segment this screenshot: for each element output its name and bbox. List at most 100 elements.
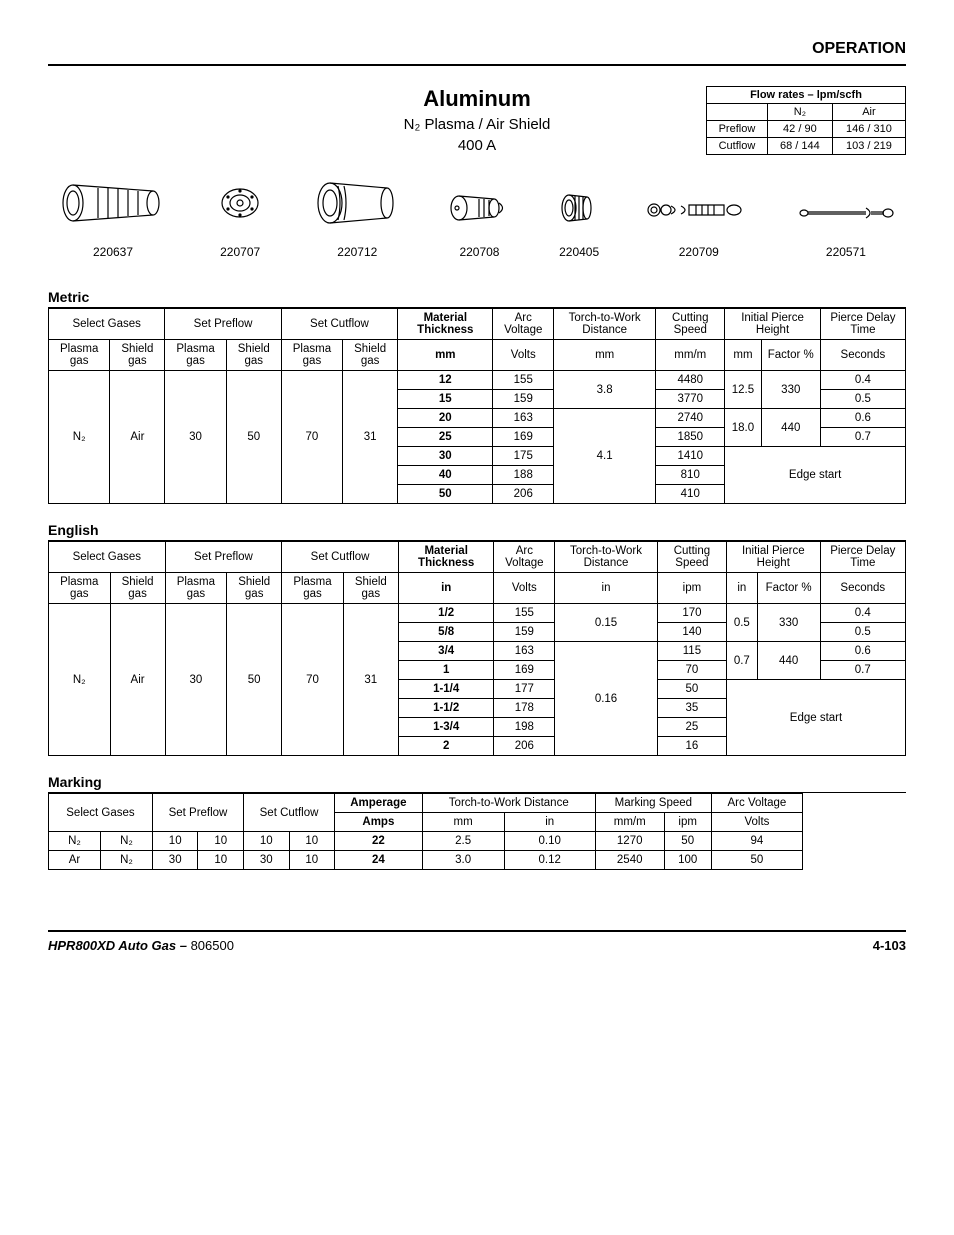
hdr2: Plasma gas [49, 573, 111, 604]
cell: 1270 [595, 832, 664, 851]
operation-header: OPERATION [48, 40, 906, 66]
cell: 50 [657, 680, 726, 699]
cell-shield: Air [110, 371, 165, 504]
cell: 0.7 [820, 661, 905, 680]
part-220709: 220709 [644, 188, 754, 259]
cell: 0.15 [555, 604, 658, 642]
cell: 0.16 [555, 642, 658, 756]
cell: 178 [494, 699, 555, 718]
cell: 330 [761, 371, 820, 409]
cell: 30 [244, 851, 290, 870]
hdr: Select Gases [49, 794, 153, 832]
cell: 100 [664, 851, 711, 870]
hdr: Set Preflow [152, 794, 243, 832]
hdr: Pierce Delay Time [820, 542, 905, 573]
cell: 188 [493, 466, 554, 485]
cell: 3.0 [422, 851, 504, 870]
material-title: Aluminum [248, 86, 706, 112]
flow-col-air: Air [832, 104, 905, 121]
electrode-icon [644, 188, 754, 233]
cell-thk: 1-3/4 [398, 718, 494, 737]
hdr2: Plasma gas [49, 340, 110, 371]
flow-preflow-air: 146 / 310 [832, 121, 905, 138]
cell: 30 [152, 851, 198, 870]
cell: 10 [198, 832, 244, 851]
hdr-arc-voltage: Arc Voltage [493, 309, 554, 340]
cell: N₂ [100, 851, 152, 870]
cell: 0.5 [820, 390, 905, 409]
flow-rates-title: Flow rates – lpm/scfh [707, 87, 906, 104]
hdr2: Plasma gas [281, 340, 342, 371]
cell: 0.12 [504, 851, 595, 870]
cell: 206 [494, 737, 555, 756]
cell: 3.8 [554, 371, 656, 409]
cell: 159 [493, 390, 554, 409]
hdr-select-gases: Select Gases [49, 309, 165, 340]
cell: 94 [711, 832, 802, 851]
cell-thk: 1/2 [398, 604, 494, 623]
marking-table: Select Gases Set Preflow Set Cutflow Amp… [48, 793, 803, 870]
cell: 10 [289, 851, 335, 870]
hdr-delay: Pierce Delay Time [820, 309, 905, 340]
cell-thk: 12 [398, 371, 493, 390]
hdr: Torch-to-Work Distance [555, 542, 658, 573]
hdr2: Plasma gas [165, 573, 227, 604]
cell-thk: 15 [398, 390, 493, 409]
part-220707: 220707 [210, 173, 270, 259]
cell-thk: 25 [398, 428, 493, 447]
hdr2: Shield gas [227, 573, 282, 604]
cell: 169 [493, 428, 554, 447]
english-title: English [48, 522, 906, 538]
hdr2: Volts [493, 340, 554, 371]
hdr-initial-pierce: Initial Pierce Height [725, 309, 821, 340]
cell-thk: 20 [398, 409, 493, 428]
cell-plasma: N₂ [49, 371, 110, 504]
flow-rates-table: Flow rates – lpm/scfh N₂ Air Preflow 42 … [706, 86, 906, 155]
part-220571: 220571 [796, 193, 896, 259]
cell: 440 [761, 409, 820, 447]
hdr: Material Thickness [398, 542, 494, 573]
hdr2: ipm [664, 813, 711, 832]
cell: 175 [493, 447, 554, 466]
cell: 115 [657, 642, 726, 661]
part-number: 220712 [337, 245, 377, 259]
cell: 0.6 [820, 409, 905, 428]
parts-row: 220637 220707 220712 [48, 173, 906, 259]
cell-thk: 1-1/4 [398, 680, 494, 699]
hdr2: mm [554, 340, 656, 371]
hdr: Cutting Speed [657, 542, 726, 573]
part-number: 220707 [220, 245, 260, 259]
english-table: Select Gases Set Preflow Set Cutflow Mat… [48, 541, 906, 756]
part-number: 220637 [93, 245, 133, 259]
hdr2: mm/m [595, 813, 664, 832]
cell: 10 [244, 832, 290, 851]
cell: 0.7 [820, 428, 905, 447]
part-220637: 220637 [58, 173, 168, 259]
hdr2: in [555, 573, 658, 604]
cell: 50 [664, 832, 711, 851]
flow-preflow-n2: 42 / 90 [767, 121, 832, 138]
hdr2: mm [725, 340, 761, 371]
cell: 24 [335, 851, 423, 870]
hdr2: Plasma gas [165, 340, 226, 371]
nozzle-icon [444, 183, 514, 233]
cell-pfp: 30 [165, 371, 226, 504]
title-row: Aluminum N₂ Plasma / Air Shield 400 A Fl… [48, 86, 906, 155]
hdr: Arc Voltage [711, 794, 802, 813]
cell: 30 [165, 604, 227, 756]
cell: 16 [657, 737, 726, 756]
cell-edge-start: Edge start [725, 447, 906, 504]
part-220405: 220405 [557, 183, 602, 259]
hdr2: Amps [335, 813, 423, 832]
retaining-cap-icon [312, 173, 402, 233]
cell: 25 [657, 718, 726, 737]
cell: 10 [152, 832, 198, 851]
hdr-speed: Cutting Speed [656, 309, 725, 340]
shield-cap-icon [58, 173, 168, 233]
part-number: 220405 [559, 245, 599, 259]
footer-product: HPR800XD Auto Gas – [48, 938, 187, 953]
cell-cfp: 70 [281, 371, 342, 504]
hdr2: Plasma gas [282, 573, 344, 604]
cell: 330 [757, 604, 820, 642]
flow-col-blank [707, 104, 768, 121]
